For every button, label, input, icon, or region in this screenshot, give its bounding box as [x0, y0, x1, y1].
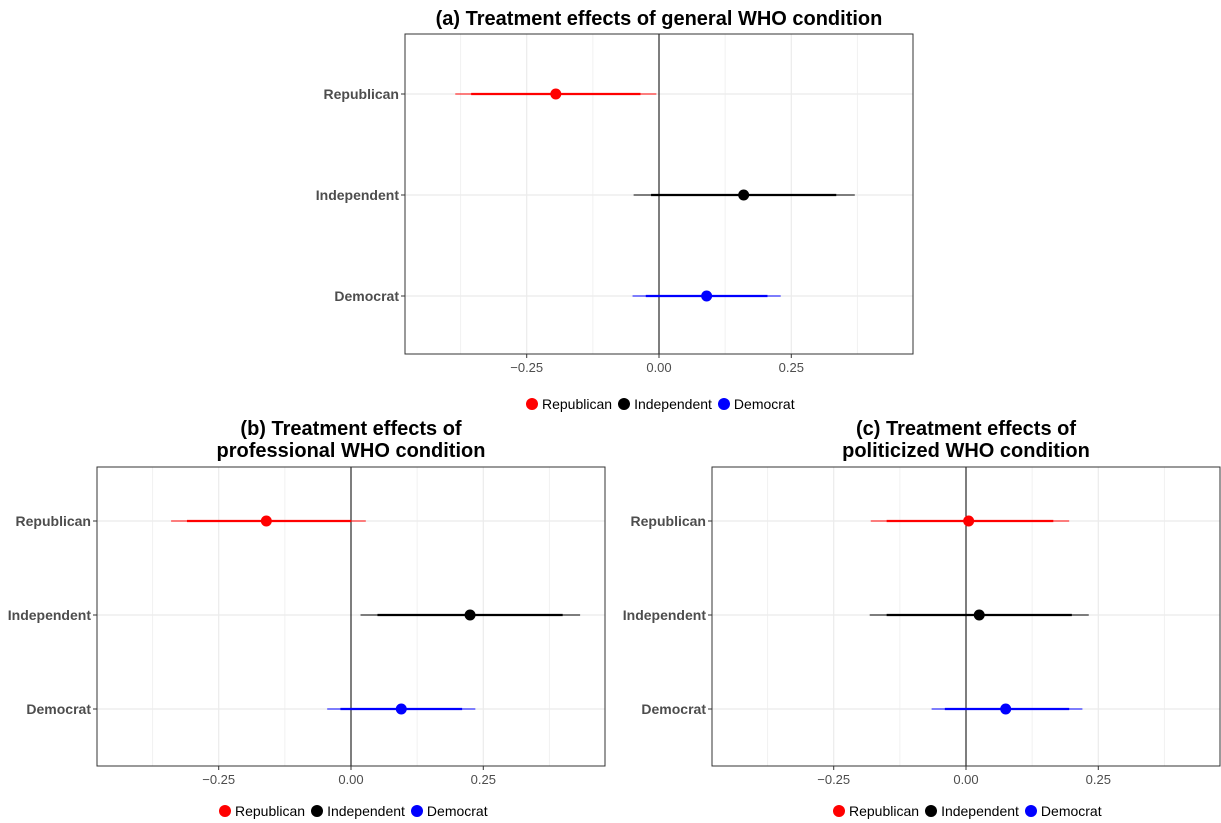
legend-dot-independent: [925, 805, 938, 817]
panel-b-point-democrat: [395, 703, 407, 715]
panel-a-point-independent: [738, 189, 750, 201]
legend-item-independent: Independent: [311, 803, 405, 819]
legend-item-democrat: Democrat: [410, 803, 488, 819]
panel-b-y-tick-label: Democrat: [26, 701, 91, 717]
panel-a-point-democrat: [701, 290, 713, 302]
panel-a-x-tick-label: 0.00: [646, 360, 671, 375]
panel-c-y-tick-label: Democrat: [641, 701, 706, 717]
panel-a-y-tick-label: Democrat: [334, 288, 399, 304]
legend-a: Republican Independent Democrat: [526, 396, 801, 412]
panel-a-point-republican: [550, 88, 562, 100]
panel-a-y-tick-label: Republican: [324, 86, 399, 102]
legend-item-republican: Republican: [219, 803, 305, 819]
legend-c: Republican Independent Democrat: [833, 803, 1108, 819]
legend-dot-republican: [219, 805, 231, 817]
legend-dot-democrat: [410, 805, 423, 817]
legend-dot-republican: [833, 805, 845, 817]
panel-b-x-tick-label: 0.25: [471, 772, 496, 787]
legend-dot-democrat: [1024, 805, 1037, 817]
panel-c-y-tick-label: Republican: [631, 513, 706, 529]
panel-b-x-tick-label: 0.00: [338, 772, 363, 787]
panel-c-x-tick-label: 0.25: [1086, 772, 1111, 787]
panel-c-x-tick-label: −0.25: [817, 772, 850, 787]
legend-item-independent: Independent: [618, 396, 712, 412]
panel-a-x-tick-label: 0.25: [779, 360, 804, 375]
panel-c-point-democrat: [1000, 703, 1012, 715]
legend-item-democrat: Democrat: [1024, 803, 1102, 819]
panel-b-y-tick-label: Independent: [8, 607, 92, 623]
legend-item-independent: Independent: [925, 803, 1019, 819]
panel-c-point-republican: [963, 515, 975, 527]
panel-a-x-tick-label: −0.25: [510, 360, 543, 375]
panel-b-point-independent: [464, 609, 476, 621]
panel-a-y-tick-label: Independent: [316, 187, 400, 203]
legend-dot-independent: [618, 398, 631, 410]
legend-b: Republican Independent Democrat: [219, 803, 494, 819]
panel-c-x-tick-label: 0.00: [953, 772, 978, 787]
legend-item-republican: Republican: [526, 396, 612, 412]
legend-item-republican: Republican: [833, 803, 919, 819]
panel-b-y-tick-label: Republican: [16, 513, 91, 529]
legend-dot-independent: [311, 805, 324, 817]
panel-c-point-independent: [973, 609, 985, 621]
legend-dot-democrat: [717, 398, 730, 410]
legend-dot-republican: [526, 398, 538, 410]
panel-b-point-republican: [260, 515, 272, 527]
panel-c-y-tick-label: Independent: [623, 607, 707, 623]
panel-c-title: (c) Treatment effects of politicized WHO…: [842, 418, 1090, 462]
panel-a-title: (a) Treatment effects of general WHO con…: [435, 8, 883, 30]
panel-b-x-tick-label: −0.25: [202, 772, 235, 787]
panel-b-title: (b) Treatment effects of professional WH…: [216, 418, 486, 462]
legend-item-democrat: Democrat: [717, 396, 795, 412]
